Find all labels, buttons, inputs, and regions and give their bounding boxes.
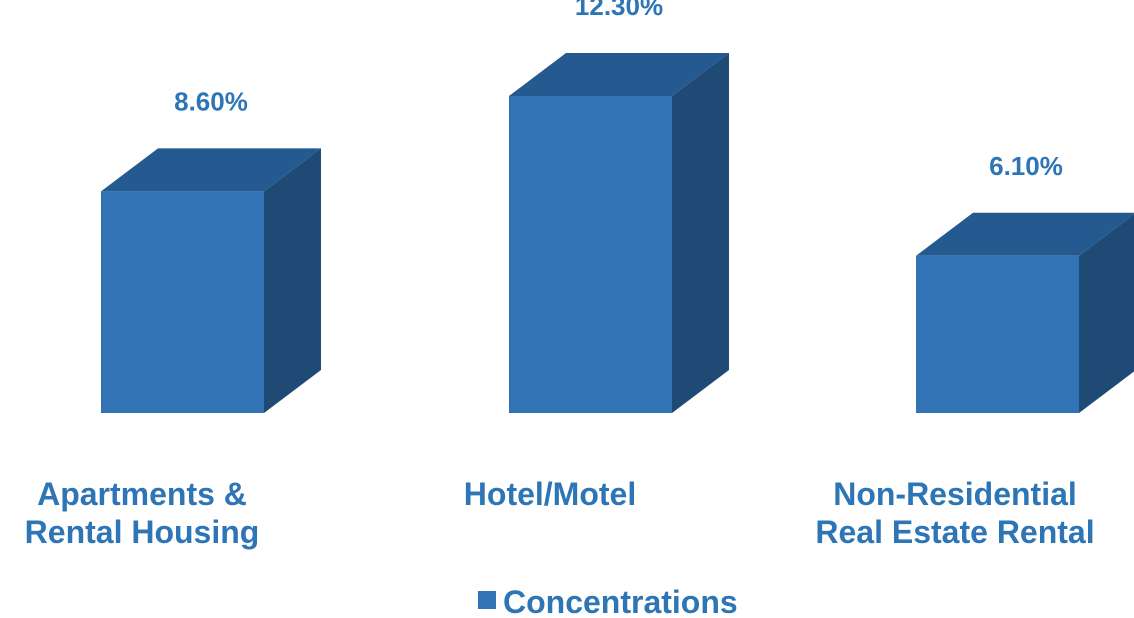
category-label: Non-Residential Real Estate Rental [815,476,1094,550]
category-label: Hotel/Motel [464,476,636,512]
bar-side-face [672,53,729,414]
bar [509,53,729,414]
category-label-line: Apartments & [37,476,247,512]
bar-front-face [509,96,672,414]
bar-side-face [1079,214,1134,413]
bar-top-face [916,212,1134,256]
bar-group [101,53,1134,414]
data-label: 8.60% [174,86,248,116]
data-label: 12.30% [575,0,663,21]
bar [916,212,1134,413]
category-label-line: Real Estate Rental [815,514,1094,550]
bar-top-face [101,148,321,192]
bar-side-face [264,148,321,414]
bar [101,148,321,414]
category-label-line: Rental Housing [25,514,260,550]
legend-swatch [478,591,496,609]
category-label-group: Apartments & Rental Housing Hotel/Motel Non… [25,476,1095,550]
bar-front-face [916,255,1079,413]
value-label-group: 8.60% 12.30% 6.10% [174,0,1063,181]
category-label: Apartments & Rental Housing [25,476,260,550]
bar-top-face [509,53,729,97]
category-label-line: Hotel/Motel [464,476,636,512]
category-label-line: Non-Residential [833,476,1077,512]
legend-label: Concentrations [503,584,738,618]
bar-front-face [101,191,264,413]
legend: Concentrations [478,584,738,618]
data-label: 6.10% [989,151,1063,181]
